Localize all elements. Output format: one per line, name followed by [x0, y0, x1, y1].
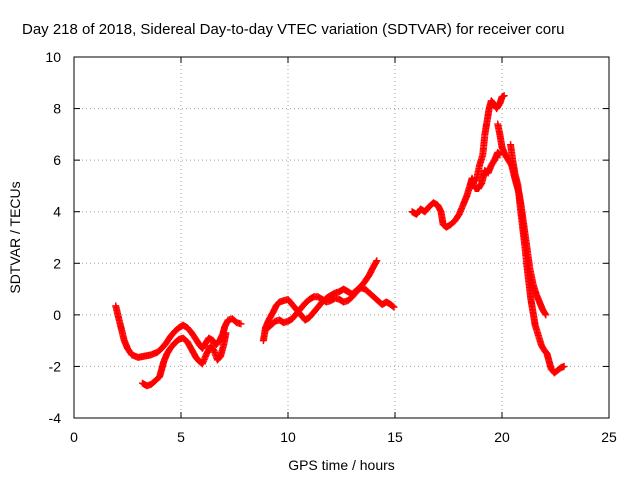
- data-point: [541, 310, 549, 318]
- data-point: [373, 257, 381, 265]
- x-tick-label: 20: [494, 429, 510, 445]
- y-tick-label: -2: [49, 358, 62, 374]
- series-sat_e: [408, 148, 504, 231]
- axis-ticks: 0 5 10 15 20 25 -4 -2 0 2 4 6 8 10: [45, 49, 617, 445]
- data-point: [560, 362, 568, 370]
- series-sat_f: [472, 92, 508, 185]
- series-sat_b: [138, 329, 230, 390]
- y-tick-label: 0: [53, 307, 61, 323]
- series-sat_d: [263, 284, 398, 333]
- x-tick-label: 0: [70, 429, 78, 445]
- data-point: [237, 320, 245, 328]
- data-point: [542, 311, 550, 319]
- x-tick-label: 15: [387, 429, 403, 445]
- y-tick-label: 10: [45, 49, 61, 65]
- x-tick-label: 25: [601, 429, 617, 445]
- series-sat_c: [259, 257, 381, 345]
- data-point: [222, 329, 230, 337]
- series-sat_a: [112, 302, 245, 361]
- y-tick-label: 8: [53, 101, 61, 117]
- data-point: [500, 92, 508, 100]
- y-tick-label: 2: [53, 255, 61, 271]
- x-axis-label: GPS time / hours: [288, 457, 395, 473]
- data-point: [389, 302, 397, 310]
- y-tick-label: -4: [49, 410, 62, 426]
- y-axis-label: SDTVAR / TECUs: [7, 181, 23, 293]
- x-tick-label: 5: [177, 429, 185, 445]
- plot-frame: [73, 56, 610, 419]
- data-point: [390, 303, 398, 311]
- chart-title: Day 218 of 2018, Sidereal Day-to-day VTE…: [22, 21, 564, 38]
- y-tick-label: 4: [53, 204, 61, 220]
- data-markers: [112, 92, 568, 390]
- grid-lines: [74, 57, 609, 418]
- series-sat_h: [507, 141, 568, 377]
- data-point: [372, 258, 380, 266]
- y-tick-label: 6: [53, 152, 61, 168]
- x-tick-label: 10: [280, 429, 296, 445]
